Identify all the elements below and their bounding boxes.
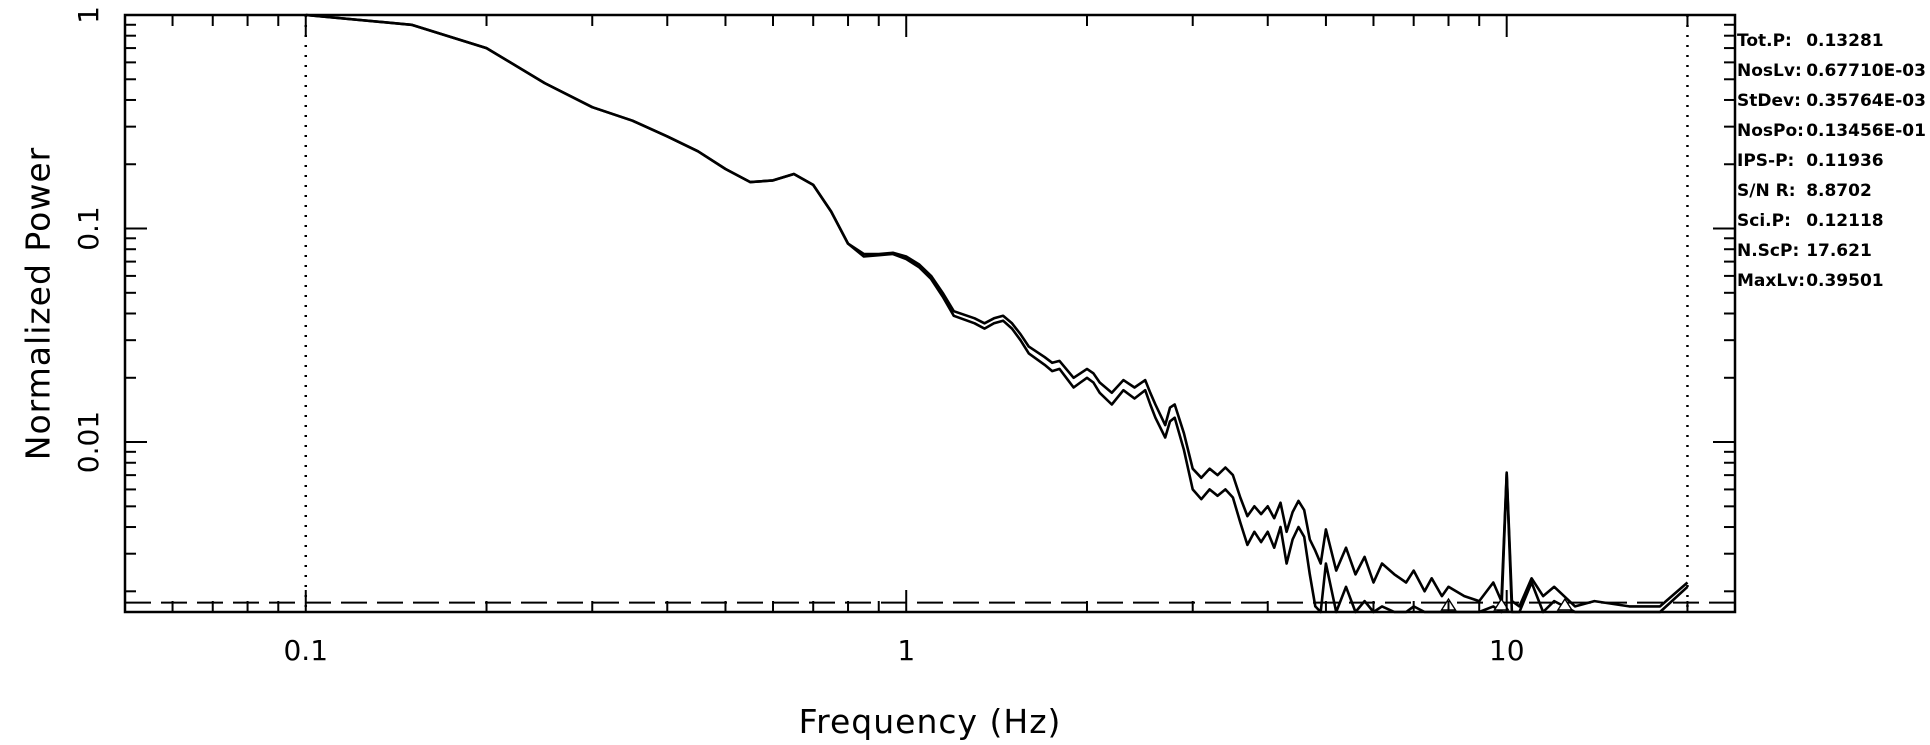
series-layer	[305, 13, 1689, 614]
reference-lines	[125, 15, 1735, 612]
stat-label: NosPo:	[1737, 121, 1804, 141]
stat-label: MaxLv:	[1737, 271, 1805, 291]
triangle-marker	[1493, 597, 1510, 611]
axis-ticks	[125, 14, 1735, 612]
y-tick-label: 0.1	[72, 206, 105, 251]
y-tick-label: 0.01	[72, 411, 105, 473]
stat-label: StDev:	[1737, 91, 1801, 111]
y-tick-label: 1	[72, 6, 105, 24]
stat-value: 0.11936	[1806, 151, 1883, 171]
stat-value: 0.35764E-03	[1806, 91, 1926, 111]
axis-tick-labels: 0.1 1 10 1 0.1 0.01	[72, 6, 1525, 667]
stat-label: IPS-P:	[1737, 151, 1794, 171]
x-tick-label: 1	[897, 634, 915, 667]
stat-label: N.ScP:	[1737, 241, 1799, 261]
y-axis-title: Normalized Power	[19, 147, 58, 460]
stat-value: 0.12118	[1806, 211, 1883, 231]
stat-label: S/N R:	[1737, 181, 1796, 201]
stat-label: NosLv:	[1737, 61, 1802, 81]
stat-value: 8.8702	[1806, 181, 1872, 201]
x-tick-label: 0.1	[283, 634, 328, 667]
x-tick-label: 10	[1489, 634, 1525, 667]
stat-label: Tot.P:	[1737, 31, 1792, 51]
series-line-1	[305, 13, 1689, 608]
stat-value: 0.13456E-01	[1806, 121, 1926, 141]
stat-value: 0.67710E-03	[1806, 61, 1926, 81]
stat-value: 0.13281	[1806, 31, 1883, 51]
stat-value: 0.39501	[1806, 271, 1883, 291]
series-line-2	[305, 13, 1689, 614]
x-axis-title: Frequency (Hz)	[799, 702, 1062, 741]
plot-frame	[123, 13, 1737, 614]
stat-label: Sci.P:	[1737, 211, 1791, 231]
triangle-marker	[1556, 597, 1574, 611]
stat-value: 17.621	[1806, 241, 1872, 261]
